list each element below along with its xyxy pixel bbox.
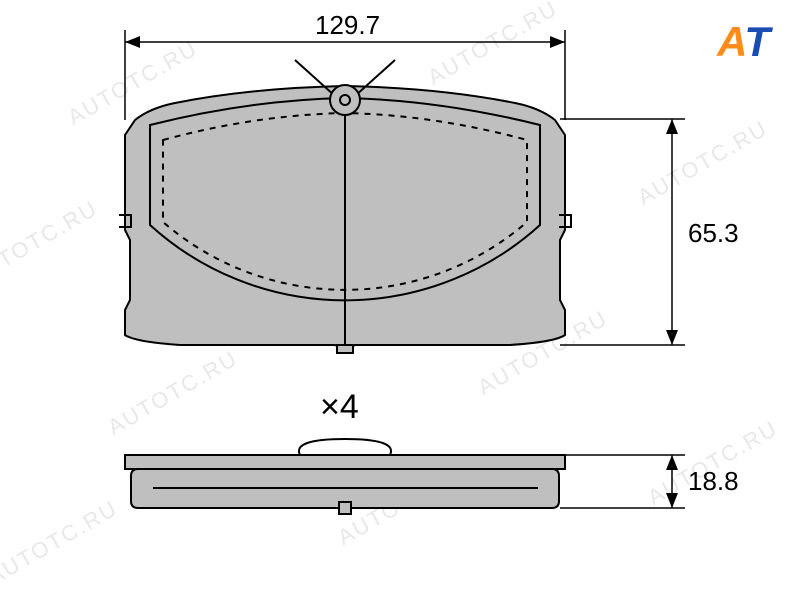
dimension-width-label: 129.7 (315, 10, 380, 41)
brake-pad-side (125, 439, 565, 514)
dimension-height-label: 65.3 (688, 218, 739, 249)
dimension-thickness (560, 455, 685, 508)
dimension-height (560, 119, 685, 345)
dimension-thickness-label: 18.8 (688, 466, 739, 497)
quantity-label: ×4 (320, 388, 359, 427)
technical-diagram (0, 0, 800, 600)
brake-pad-front (119, 60, 571, 353)
